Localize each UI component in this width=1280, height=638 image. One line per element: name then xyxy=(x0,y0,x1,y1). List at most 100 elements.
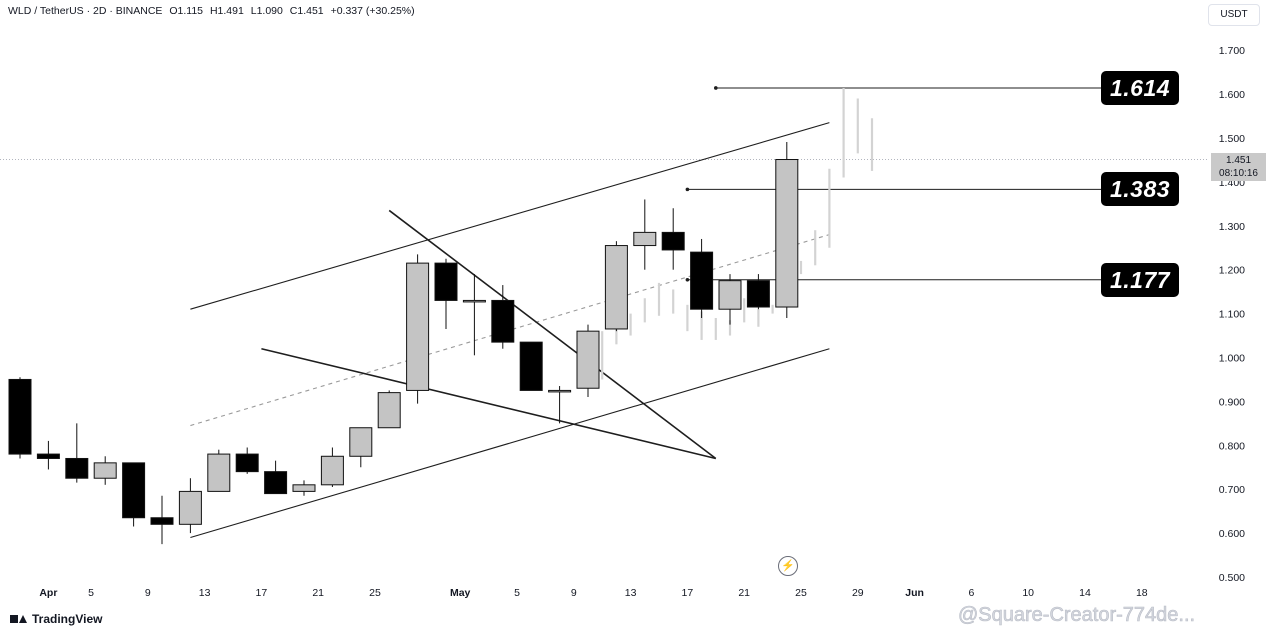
level-label-1177: 1.177 xyxy=(1101,263,1179,297)
candle xyxy=(462,274,486,356)
ohlc-low: L1.090 xyxy=(250,5,283,17)
candle xyxy=(661,208,685,270)
candle-body xyxy=(150,517,174,525)
x-tick-label: 25 xyxy=(369,587,381,599)
x-tick-label: 5 xyxy=(88,587,94,599)
candle-body xyxy=(718,280,742,310)
candle-body xyxy=(122,462,146,519)
candle xyxy=(633,199,657,270)
trendline-channel-mid xyxy=(190,234,830,427)
x-tick-label: 9 xyxy=(145,587,151,599)
trendline-wedge-lower xyxy=(261,347,716,460)
x-tick-label: 18 xyxy=(1136,587,1148,599)
candle-body xyxy=(65,457,89,479)
x-tick-label: 10 xyxy=(1022,587,1034,599)
trendline-wedge-upper xyxy=(388,209,717,460)
candle xyxy=(235,447,259,474)
candle-body xyxy=(462,299,486,303)
candle-body xyxy=(178,490,202,525)
ohlc-change: +0.337 (+30.25%) xyxy=(330,5,415,17)
y-tick-label: 0.900 xyxy=(1219,396,1245,408)
candle xyxy=(150,495,174,545)
last-price-value: 1.451 xyxy=(1225,155,1252,166)
candle-body xyxy=(406,262,430,391)
y-tick-label: 1.200 xyxy=(1219,265,1245,277)
candle-body xyxy=(377,392,401,429)
candle xyxy=(434,258,458,329)
candle-body xyxy=(775,159,799,308)
ohlc-open: O1.115 xyxy=(169,5,204,17)
x-tick-label: Apr xyxy=(39,587,57,599)
candle xyxy=(178,478,202,534)
x-tick-label: 17 xyxy=(682,587,694,599)
candle xyxy=(8,377,32,459)
lightning-icon[interactable]: ⚡ xyxy=(778,556,798,576)
candle xyxy=(548,386,572,424)
candle-body xyxy=(36,453,60,459)
x-tick-label: 13 xyxy=(199,587,211,599)
symbol-header: WLD / TetherUS · 2D · BINANCE O1.115 H1.… xyxy=(8,5,419,17)
currency-button[interactable]: USDT xyxy=(1208,4,1260,26)
y-tick-label: 0.500 xyxy=(1219,572,1245,584)
x-tick-label: 14 xyxy=(1079,587,1091,599)
candle xyxy=(320,447,344,488)
candle xyxy=(576,324,600,398)
x-tick-label: Jun xyxy=(905,587,924,599)
candle xyxy=(349,427,373,468)
candle-body xyxy=(8,378,32,455)
x-tick-label: 17 xyxy=(256,587,268,599)
candle xyxy=(604,241,628,332)
candle xyxy=(406,254,430,404)
candle-body xyxy=(746,280,770,308)
candle xyxy=(292,480,316,496)
x-tick-label: 21 xyxy=(738,587,750,599)
x-tick-label: 21 xyxy=(312,587,324,599)
x-tick-label: 5 xyxy=(514,587,520,599)
candle-body xyxy=(235,453,259,473)
candle-body xyxy=(519,341,543,391)
tradingview-mark-icon xyxy=(10,613,28,625)
level-anchor xyxy=(685,187,690,192)
candle-body xyxy=(292,484,316,492)
candle-body xyxy=(434,262,458,301)
y-tick-label: 1.300 xyxy=(1219,221,1245,233)
watermark: @Square-Creator-774de... xyxy=(958,604,1196,627)
candle-body xyxy=(633,231,657,247)
candle xyxy=(690,238,714,318)
y-tick-label: 1.600 xyxy=(1219,89,1245,101)
level-label-1383: 1.383 xyxy=(1101,172,1179,206)
bar-countdown: 08:10:16 xyxy=(1219,168,1258,179)
candle xyxy=(718,274,742,325)
candle-body xyxy=(349,427,373,457)
candle-body xyxy=(576,330,600,389)
tradingview-brand: TradingView xyxy=(32,612,103,626)
tradingview-logo[interactable]: TradingView xyxy=(10,612,102,626)
ohlc-high: H1.491 xyxy=(209,5,244,17)
symbol-name[interactable]: WLD / TetherUS · 2D · BINANCE xyxy=(8,5,163,17)
y-tick-label: 1.500 xyxy=(1219,133,1245,145)
candle xyxy=(377,390,401,429)
candle-body xyxy=(264,471,288,495)
x-tick-label: 13 xyxy=(625,587,637,599)
x-tick-label: May xyxy=(450,587,471,599)
candle xyxy=(746,274,770,310)
last-price-tag: 1.451 08:10:16 xyxy=(1211,153,1266,181)
candle xyxy=(93,456,117,485)
candle xyxy=(264,460,288,495)
candle-body xyxy=(320,455,344,486)
candle-body xyxy=(207,453,231,492)
y-tick-label: 0.700 xyxy=(1219,484,1245,496)
candle xyxy=(36,440,60,470)
x-tick-label: 29 xyxy=(852,587,864,599)
y-tick-label: 1.000 xyxy=(1219,353,1245,365)
candle-body xyxy=(690,251,714,310)
level-label-1614: 1.614 xyxy=(1101,71,1179,105)
y-tick-label: 1.100 xyxy=(1219,309,1245,321)
candle xyxy=(775,141,799,318)
candle xyxy=(207,449,231,492)
candle-body xyxy=(548,389,572,393)
x-tick-label: 9 xyxy=(571,587,577,599)
candle-body xyxy=(661,231,685,251)
y-tick-label: 1.700 xyxy=(1219,45,1245,57)
